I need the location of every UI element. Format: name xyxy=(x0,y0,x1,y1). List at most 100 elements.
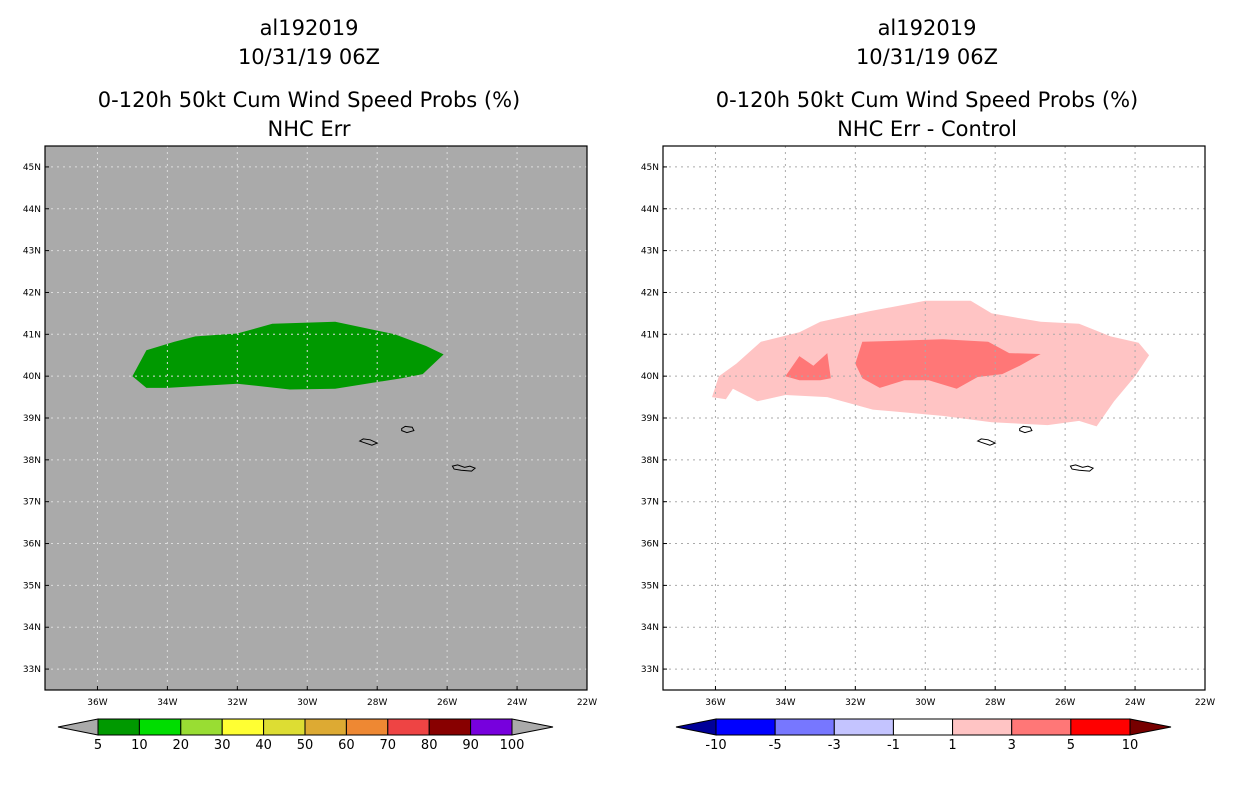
right-colorbar-cell-4 xyxy=(952,718,1013,736)
left-y-tick-label-3: 42N xyxy=(23,288,41,298)
left-datetime: 10/31/19 06Z xyxy=(237,45,381,69)
left-x-tick-label-7: 22W xyxy=(577,698,597,708)
left-colorbar-cell-3 xyxy=(221,718,265,736)
right-y-tick-label-6: 39N xyxy=(641,414,659,424)
left-title-block: al192019 10/31/19 06Z 0-120h 50kt Cum Wi… xyxy=(0,14,618,144)
right-y-tick-label-1: 44N xyxy=(641,205,659,215)
left-y-tick-label-11: 34N xyxy=(23,623,41,633)
right-colorbar-label-1: -5 xyxy=(769,738,782,753)
left-island-2 xyxy=(451,464,477,472)
left-colorbar-cell-0 xyxy=(97,718,140,736)
right-colorbar-label-3: -1 xyxy=(887,738,900,753)
left-panel: al192019 10/31/19 06Z 0-120h 50kt Cum Wi… xyxy=(0,14,618,753)
right-colorbar-label-4: 1 xyxy=(948,738,956,753)
right-y-tick-label-10: 35N xyxy=(641,581,659,591)
left-y-tick-label-2: 43N xyxy=(23,247,41,257)
left-y-tick-label-4: 41N xyxy=(23,330,41,340)
left-colorbar-label-0: 5 xyxy=(94,738,102,753)
left-y-tick-label-10: 35N xyxy=(23,581,41,591)
right-map-chart: 36W 34W 32W 30W 28W 26W 24W 22W 45N 44N 43N 42N 41N 4… xyxy=(641,145,1215,753)
left-colorbar-cell-6 xyxy=(345,718,389,736)
right-island-2 xyxy=(1069,464,1095,472)
right-y-tick-label-8: 37N xyxy=(641,498,659,508)
right-colorbar-cell-2 xyxy=(833,718,894,736)
left-y-tick-label-7: 38N xyxy=(23,456,41,466)
right-colorbar-cell-0 xyxy=(715,718,776,736)
left-x-tick-label-1: 34W xyxy=(157,698,177,708)
right-y-tick-label-9: 36N xyxy=(641,540,659,550)
left-colorbar-cell-1 xyxy=(138,718,182,736)
right-y-tick-label-4: 41N xyxy=(641,330,659,340)
left-x-tick-label-0: 36W xyxy=(87,698,107,708)
right-x-tick-label-4: 28W xyxy=(985,698,1005,708)
left-subtitle: NHC Err xyxy=(267,117,351,141)
left-colorbar-over-arrow xyxy=(511,718,554,736)
right-product-title: 0-120h 50kt Cum Wind Speed Probs (%) xyxy=(715,88,1139,112)
right-colorbar-label-7: 10 xyxy=(1122,738,1139,753)
right-colorbar-cell-6 xyxy=(1070,718,1131,736)
right-x-tick-label-0: 36W xyxy=(705,698,725,708)
left-colorbar-label-7: 70 xyxy=(380,738,397,753)
left-colorbar-label-8: 80 xyxy=(421,738,438,753)
right-colorbar-cell-1 xyxy=(774,718,835,736)
left-colorbar-cell-2 xyxy=(180,718,223,736)
left-x-tick-label-5: 26W xyxy=(437,698,457,708)
left-colorbar-label-4: 40 xyxy=(255,738,272,753)
left-storm-id: al192019 xyxy=(259,16,359,40)
right-panel: al192019 10/31/19 06Z 0-120h 50kt Cum Wi… xyxy=(618,0,1236,800)
left-colorbar-label-2: 20 xyxy=(173,738,190,753)
right-colorbar-under-arrow xyxy=(675,718,717,736)
right-island-1 xyxy=(1019,425,1033,434)
left-x-tick-label-4: 28W xyxy=(367,698,387,708)
left-y-tick-label-6: 39N xyxy=(23,414,41,424)
right-storm-id: al192019 xyxy=(877,16,977,40)
left-colorbar-label-9: 90 xyxy=(462,738,479,753)
left-colorbar-cell-9 xyxy=(470,718,513,736)
left-colorbar-label-5: 50 xyxy=(297,738,314,753)
left-y-tick-label-0: 45N xyxy=(23,163,41,173)
right-x-tick-label-6: 24W xyxy=(1125,698,1145,708)
right-x-tick-label-1: 34W xyxy=(775,698,795,708)
right-colorbar-cell-3 xyxy=(892,718,954,736)
left-colorbar-label-10: 100 xyxy=(500,738,525,753)
left-contour-5-10-0 xyxy=(132,321,444,390)
right-x-tick-label-7: 22W xyxy=(1195,698,1215,708)
right-title-block: al192019 10/31/19 06Z 0-120h 50kt Cum Wi… xyxy=(618,14,1236,144)
left-product-title: 0-120h 50kt Cum Wind Speed Probs (%) xyxy=(97,88,521,112)
left-y-tick-label-8: 37N xyxy=(23,498,41,508)
right-contour-3-5-2 xyxy=(855,339,1041,389)
right-y-tick-label-7: 38N xyxy=(641,456,659,466)
right-subtitle: NHC Err - Control xyxy=(837,117,1017,141)
left-colorbar-cell-5 xyxy=(304,718,347,736)
left-island-0 xyxy=(358,438,379,446)
left-y-tick-label-9: 36N xyxy=(23,540,41,550)
right-y-tick-label-11: 34N xyxy=(641,623,659,633)
right-y-tick-label-3: 42N xyxy=(641,288,659,298)
right-y-tick-label-2: 43N xyxy=(641,247,659,257)
right-contour-3-5-1 xyxy=(785,353,831,381)
left-colorbar-cell-4 xyxy=(263,718,306,736)
left-x-tick-label-2: 32W xyxy=(227,698,247,708)
right-y-tick-label-0: 45N xyxy=(641,163,659,173)
left-y-tick-label-12: 33N xyxy=(23,665,41,675)
right-y-tick-label-12: 33N xyxy=(641,665,659,675)
left-x-tick-label-6: 24W xyxy=(507,698,527,708)
right-x-tick-label-5: 26W xyxy=(1055,698,1075,708)
left-colorbar-cell-8 xyxy=(428,718,472,736)
right-colorbar-over-arrow xyxy=(1129,718,1172,736)
left-y-tick-label-1: 44N xyxy=(23,205,41,215)
left-colorbar-label-3: 30 xyxy=(214,738,231,753)
right-colorbar-label-2: -3 xyxy=(828,738,841,753)
right-x-tick-label-2: 32W xyxy=(845,698,865,708)
left-island-1 xyxy=(401,425,415,434)
left-colorbar-cell-7 xyxy=(387,718,430,736)
right-colorbar-label-5: 3 xyxy=(1008,738,1016,753)
left-colorbar-under-arrow xyxy=(57,718,99,736)
left-colorbar-label-1: 10 xyxy=(131,738,148,753)
left-y-tick-label-5: 40N xyxy=(23,372,41,382)
right-colorbar-cell-5 xyxy=(1011,718,1072,736)
left-colorbar-label-6: 60 xyxy=(338,738,355,753)
left-x-tick-label-3: 30W xyxy=(297,698,317,708)
left-map-chart: 36W 34W 32W 30W 28W 26W 24W 22W 45N 44N 43N 42N 41N 4… xyxy=(23,145,597,753)
right-colorbar-label-6: 5 xyxy=(1067,738,1075,753)
